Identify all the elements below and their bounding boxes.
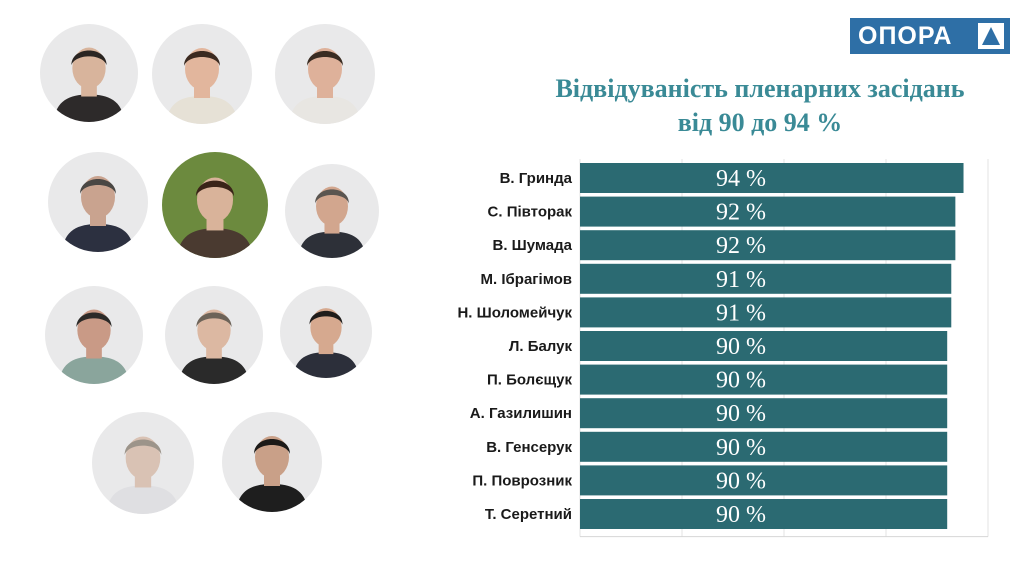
category-label: Т. Серетний xyxy=(485,506,572,523)
category-label: Н. Шоломейчук xyxy=(457,304,572,321)
person-photo-icon xyxy=(289,48,361,124)
deputy-photo xyxy=(45,286,143,384)
bar-row: В. Гринда 94 % xyxy=(500,163,964,193)
category-label: С. Півторак xyxy=(488,204,573,221)
category-label: П. Болєщук xyxy=(487,372,572,389)
category-label: В. Генсерук xyxy=(486,439,572,456)
deputy-photo xyxy=(162,152,268,258)
bar xyxy=(580,163,964,193)
person-photo-icon xyxy=(62,176,134,252)
bar-row: С. Півторак 92 % xyxy=(488,196,956,227)
deputy-photo xyxy=(48,152,148,252)
bar xyxy=(580,230,956,261)
value-label: 91 % xyxy=(716,300,766,326)
value-label: 90 % xyxy=(716,502,766,528)
person-photo-icon xyxy=(166,48,238,124)
person-photo-icon xyxy=(53,47,125,122)
bar xyxy=(580,196,956,227)
value-label: 92 % xyxy=(716,233,766,259)
bar xyxy=(580,431,948,462)
category-label: В. Шумада xyxy=(493,237,573,254)
category-label: П. Поврозник xyxy=(472,472,572,489)
value-label: 92 % xyxy=(716,200,766,226)
deputy-photo xyxy=(165,286,263,384)
title-line-1: Відвідуваність пленарних засідань xyxy=(555,74,965,103)
bar-row: Л. Балук 90 % xyxy=(509,331,948,361)
bar-row: В. Шумада 92 % xyxy=(493,230,956,261)
bar-row: А. Газилишин 90 % xyxy=(470,398,948,429)
category-label: Л. Балук xyxy=(509,338,573,355)
category-label: М. Ібрагімов xyxy=(481,271,572,288)
bar xyxy=(580,499,948,529)
opora-logo: ОПОРА xyxy=(850,18,1010,54)
bar-row: П. Поврозник 90 % xyxy=(472,465,948,496)
deputy-photo xyxy=(40,24,138,122)
person-photo-icon xyxy=(178,309,250,384)
bar-row: В. Генсерук 90 % xyxy=(486,431,948,462)
bar xyxy=(580,398,948,429)
bar-row: Т. Серетний 90 % xyxy=(485,499,948,529)
bar-row: Н. Шоломейчук 91 % xyxy=(457,297,952,328)
deputy-photo xyxy=(222,412,322,512)
person-photo-icon xyxy=(176,177,254,258)
value-label: 91 % xyxy=(716,267,766,293)
bar xyxy=(580,263,952,294)
person-photo-icon xyxy=(236,436,308,512)
deputy-photo xyxy=(280,286,372,378)
bar xyxy=(580,331,948,361)
value-label: 94 % xyxy=(716,166,766,192)
bar xyxy=(580,297,952,328)
value-label: 90 % xyxy=(716,334,766,360)
bar xyxy=(580,465,948,496)
category-label: А. Газилишин xyxy=(470,405,572,422)
value-label: 90 % xyxy=(716,468,766,494)
bar-row: П. Болєщук 90 % xyxy=(487,364,948,395)
person-photo-icon xyxy=(298,186,366,258)
category-label: В. Гринда xyxy=(500,170,573,187)
deputy-photo xyxy=(285,164,379,258)
deputy-photo xyxy=(92,412,194,514)
person-photo-icon xyxy=(106,436,180,514)
logo-text: ОПОРА xyxy=(858,21,953,50)
bar xyxy=(580,364,948,395)
deputy-photo xyxy=(152,24,252,124)
person-photo-icon xyxy=(292,308,360,378)
value-label: 90 % xyxy=(716,435,766,461)
value-label: 90 % xyxy=(716,368,766,394)
triangle-icon xyxy=(978,23,1004,49)
title-line-2: від 90 до 94 % xyxy=(677,108,843,137)
value-label: 90 % xyxy=(716,401,766,427)
person-photo-icon xyxy=(58,309,130,384)
deputy-photo xyxy=(275,24,375,124)
chart-title: Відвідуваність пленарних засідань від 90… xyxy=(500,72,1020,140)
bar-row: М. Ібрагімов 91 % xyxy=(481,263,952,294)
